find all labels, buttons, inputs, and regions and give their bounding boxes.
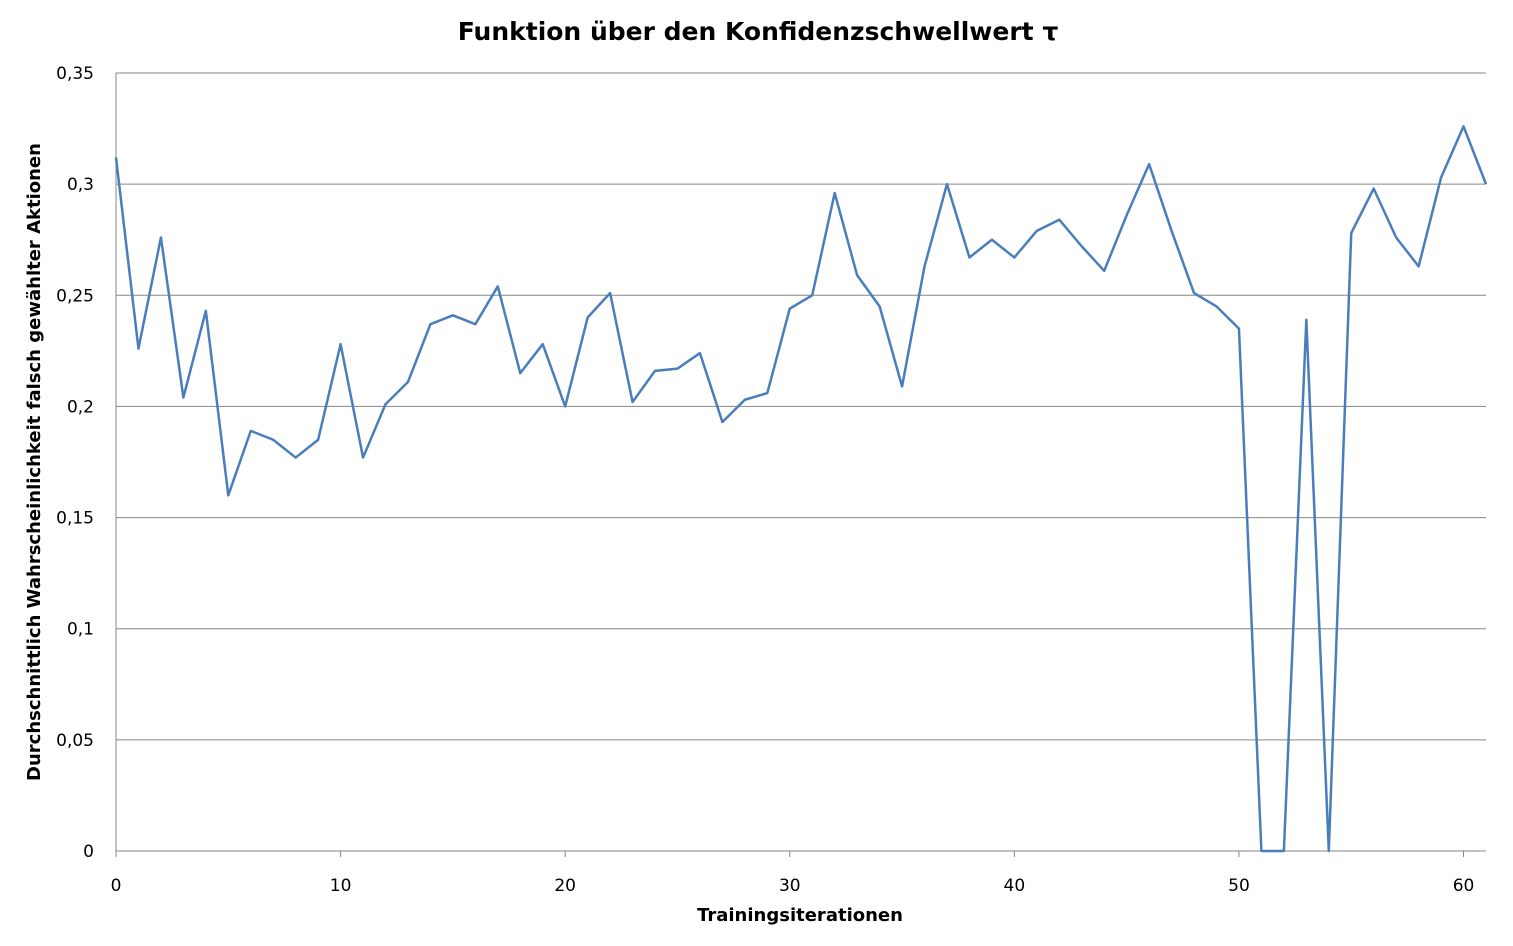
y-tick-label-7: 0,35 (56, 64, 94, 84)
x-tick-label-1: 10 (330, 876, 352, 896)
y-tick-label-5: 0,25 (56, 286, 94, 306)
y-tick-label-3: 0,15 (56, 509, 94, 529)
x-tick-label-0: 0 (111, 876, 122, 896)
x-tick-label-3: 30 (779, 876, 801, 896)
x-tick-label-2: 20 (554, 876, 576, 896)
y-axis-title: Durchschnittlich Wahrscheinlichkeit fals… (24, 143, 45, 781)
x-tick-label-6: 60 (1453, 876, 1475, 896)
series-line-0 (114, 125, 1488, 853)
x-axis-title: Trainingsiterationen (697, 905, 903, 926)
y-tick-label-6: 0,3 (67, 175, 94, 195)
x-tick-label-5: 50 (1228, 876, 1250, 896)
y-tick-label-2: 0,1 (67, 620, 94, 640)
y-tick-label-0: 0 (83, 842, 94, 862)
series-group (114, 125, 1488, 853)
gridlines (116, 72, 1486, 741)
y-tick-label-4: 0,2 (67, 397, 94, 417)
axes (115, 73, 1486, 852)
x-axis-ticks: 0 10 20 30 40 50 60 (111, 851, 1475, 896)
chart-title: Funktion über den Konfidenzschwellwert τ (458, 17, 1059, 46)
x-tick-label-4: 40 (1004, 876, 1026, 896)
y-axis-ticks: 0 0,05 0,1 0,15 0,2 0,25 0,3 0,35 (56, 64, 94, 862)
y-tick-label-1: 0,05 (56, 731, 94, 751)
